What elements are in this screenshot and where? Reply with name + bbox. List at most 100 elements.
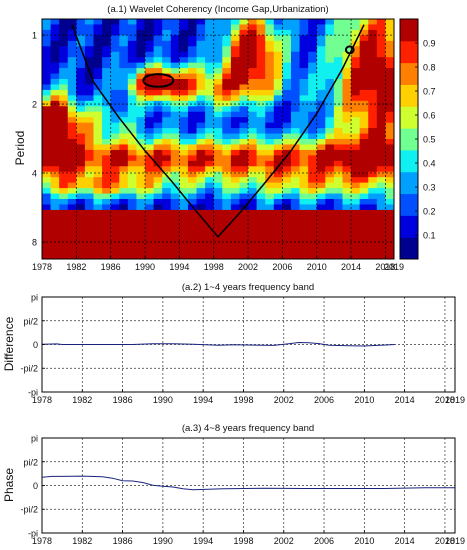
colorbar-segment xyxy=(400,40,418,64)
heatmap-cell xyxy=(162,29,172,36)
heatmap-cell xyxy=(359,117,369,124)
heatmap-cell xyxy=(67,29,77,36)
heatmap-cell xyxy=(67,231,77,238)
heatmap-cell xyxy=(290,204,301,211)
colorbar-segment xyxy=(400,84,418,107)
heatmap-cell xyxy=(239,160,249,167)
heatmap-cell xyxy=(162,73,172,80)
heatmap-cell xyxy=(179,226,189,233)
heatmap-cell xyxy=(230,46,241,53)
heatmap-cell xyxy=(170,73,180,80)
heatmap-cell xyxy=(136,182,146,189)
heatmap-cell xyxy=(76,199,86,206)
heatmap-cell xyxy=(84,188,95,195)
heatmap-cell xyxy=(93,171,103,178)
heatmap-cell xyxy=(316,62,326,69)
heatmap-cell xyxy=(385,24,394,31)
heatmap-cell xyxy=(153,242,163,249)
heatmap-overlay xyxy=(71,24,365,238)
heatmap-cell xyxy=(67,166,77,173)
heatmap-cell xyxy=(359,248,369,255)
y-tick-label: pi/2 xyxy=(23,457,38,467)
heatmap-cell xyxy=(42,46,52,53)
heatmap-cell xyxy=(170,79,180,86)
heatmap-cell xyxy=(42,95,52,102)
heatmap-cell xyxy=(359,73,369,80)
heatmap-cell xyxy=(316,155,326,162)
heatmap-cell xyxy=(187,111,198,118)
heatmap-cell xyxy=(368,215,378,222)
heatmap-cell xyxy=(213,35,223,42)
heatmap-cell xyxy=(299,253,309,259)
heatmap-cell xyxy=(385,57,394,64)
heatmap-cell xyxy=(119,79,129,86)
heatmap-cell xyxy=(196,226,206,233)
heatmap-cell xyxy=(273,160,283,167)
heatmap-cell xyxy=(196,231,206,238)
heatmap-cell xyxy=(145,95,155,102)
heatmap-cell xyxy=(351,51,361,58)
heatmap-cell xyxy=(256,57,266,64)
heatmap-cell xyxy=(84,57,95,64)
heatmap-cell xyxy=(325,171,335,178)
heatmap-cell xyxy=(273,177,283,184)
heatmap-cell xyxy=(222,166,232,173)
heatmap-cell xyxy=(342,95,352,102)
heatmap-cell xyxy=(359,133,369,140)
heatmap-cell xyxy=(205,46,215,53)
heatmap-cell xyxy=(42,231,52,238)
heatmap-cell xyxy=(119,160,129,167)
heatmap-cell xyxy=(282,68,292,75)
heatmap-cell xyxy=(299,231,309,238)
heatmap-cell xyxy=(325,215,335,222)
heatmap-cell xyxy=(136,220,146,227)
heatmap-cell xyxy=(308,248,318,255)
heatmap-cell xyxy=(333,133,344,140)
heatmap-cell xyxy=(119,51,129,58)
heatmap-cell xyxy=(265,155,275,162)
heatmap-cell xyxy=(351,166,361,173)
heatmap-cell xyxy=(59,106,69,113)
heatmap-cell xyxy=(359,46,369,53)
heatmap-cell xyxy=(359,19,369,26)
heatmap-cell xyxy=(385,209,394,216)
heatmap-cell xyxy=(153,182,163,189)
heatmap-cell xyxy=(162,209,172,216)
heatmap-cell xyxy=(67,253,77,259)
heatmap-cell xyxy=(359,128,369,135)
heatmap-cell xyxy=(359,89,369,96)
heatmap-cell xyxy=(265,133,275,140)
heatmap-cell xyxy=(265,29,275,36)
heatmap-cell xyxy=(342,46,352,53)
heatmap-cell xyxy=(93,40,103,47)
heatmap-cell xyxy=(145,133,155,140)
heatmap-cell xyxy=(239,100,249,107)
colorbar-tick-label: 0.3 xyxy=(423,183,436,193)
heatmap-cell xyxy=(42,226,52,233)
heatmap-cell xyxy=(59,19,69,26)
heatmap-cell xyxy=(50,89,60,96)
heatmap-cell xyxy=(299,248,309,255)
heatmap-cell xyxy=(376,106,387,113)
heatmap-cell xyxy=(333,166,344,173)
heatmap-cell xyxy=(59,139,69,146)
heatmap-cell xyxy=(256,182,266,189)
heatmap-cell xyxy=(376,40,387,47)
heatmap-cell xyxy=(368,128,378,135)
heatmap-cell xyxy=(119,68,129,75)
heatmap-cell xyxy=(385,89,394,96)
heatmap-cell xyxy=(213,199,223,206)
heatmap-cell xyxy=(316,139,326,146)
heatmap-cell xyxy=(84,199,95,206)
heatmap-cell xyxy=(290,171,301,178)
heatmap-cell xyxy=(273,231,283,238)
heatmap-cell xyxy=(299,171,309,178)
heatmap-cell xyxy=(127,35,138,42)
heatmap-cell xyxy=(187,182,198,189)
heatmap-cell xyxy=(162,220,172,227)
heatmap-cell xyxy=(342,182,352,189)
heatmap-cell xyxy=(325,122,335,129)
heatmap-cell xyxy=(385,62,394,69)
heatmap-cell xyxy=(316,73,326,80)
heatmap-cell xyxy=(196,177,206,184)
